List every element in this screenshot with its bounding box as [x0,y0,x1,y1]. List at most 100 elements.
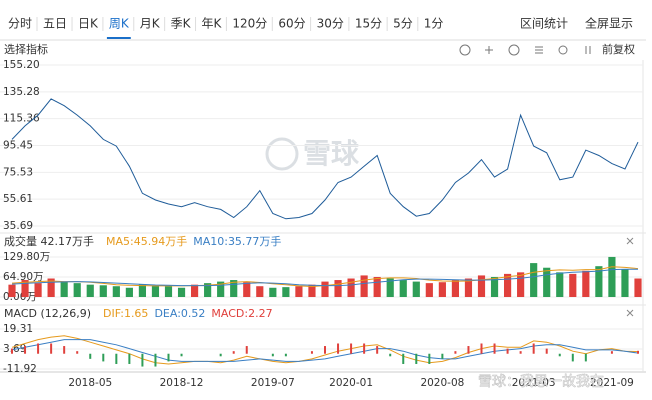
macd-bar [415,353,418,364]
period-tab[interactable]: 30分 [317,17,344,31]
volume-bar [73,283,81,297]
volume-bar [477,275,486,297]
period-tab[interactable]: 分时 [8,17,32,31]
macd-bar [324,346,326,354]
macd-bar [558,353,561,357]
macd-bar [532,343,535,354]
macd-bar [11,348,13,354]
volume-bar [569,273,577,297]
icon-settings[interactable] [558,45,568,55]
macd-bar [337,343,340,354]
volume-bar [177,287,186,297]
legend-entry: MACD:2.27 [211,307,272,320]
volume-bar [204,283,212,297]
macd-bar [454,351,457,354]
period-tab[interactable]: 年K [202,17,223,31]
volume-bar [243,282,251,297]
volume-bar [256,286,264,297]
y-tick-label: 135.28 [3,86,40,98]
y-tick-label: 64.90万 [3,271,44,283]
period-tab[interactable]: 60分 [278,17,305,31]
watermark: 雪球 [265,137,360,171]
volume-bar [308,284,316,297]
volume-ma-line [11,268,638,287]
period-tab[interactable]: 日K [78,17,99,31]
volume-bar [217,281,225,297]
volume-bar [151,285,160,297]
legend-entry: DEA:0.52 [154,307,205,320]
macd-bar [63,346,66,354]
tool-icons [459,44,591,56]
macd-bar [428,353,431,364]
volume-bar [8,284,16,297]
price-line [11,98,639,220]
macd-bar [519,351,522,354]
macd-bar [467,346,470,354]
volume-bar [21,280,29,297]
macd-bar [271,353,274,357]
macd-bar [76,351,79,354]
pane-title: 成交量 42.17万手 [4,234,94,248]
period-tab[interactable]: 15分 [355,17,382,31]
fullscreen[interactable]: 全屏显示 [585,16,633,31]
volume-bar [269,287,277,297]
pane-title: MACD (12,26,9) [4,307,91,320]
volume-bar [608,256,616,297]
y-tick-label: 95.45 [3,139,33,151]
legend-entry: MA10:35.77万手 [193,234,281,248]
macd-bar [480,343,483,354]
volume-bar [582,270,590,297]
icon-menu[interactable] [535,46,543,54]
macd-bar [245,346,248,354]
watermark-footer: 雪球：我思一故我在 [478,374,604,390]
period-tab[interactable]: 季K [171,17,192,31]
x-tick-label: 2019-07 [251,377,295,389]
volume-bar [282,287,290,297]
volume-bar [360,275,368,297]
period-tab[interactable]: 5分 [393,17,413,31]
volume-bar [112,286,120,297]
indicator-select[interactable]: 选择指标 [4,42,48,56]
y-tick-label: 75.53 [3,166,33,178]
volume-bar [595,266,603,297]
y-tick-label: 0.00万 [3,291,37,303]
range-stats[interactable]: 区间统计 [520,17,568,31]
period-tab[interactable]: 1分 [424,17,444,31]
volume-bar [47,278,55,297]
y-tick-label: 155.20 [3,59,40,71]
icon-zoom-in[interactable] [485,46,493,54]
y-tick-label: -11.92 [3,363,37,375]
macd-bar [363,343,366,354]
adjust-select[interactable]: 前复权 [602,42,635,56]
y-tick-label: 55.61 [3,193,33,205]
volume-bar [295,286,303,297]
icon-zoom-out[interactable] [508,44,520,56]
macd-bar [545,348,548,354]
icon-info[interactable] [459,44,471,56]
volume-bar [138,284,147,297]
icon-more[interactable] [585,46,591,54]
close-icons[interactable] [626,237,634,317]
volume-bar [451,280,460,297]
macd-bar [50,343,53,354]
period-tab[interactable]: 月K [140,17,161,31]
volume-bar [634,278,642,297]
macd-bar [493,343,496,354]
volume-bar [321,281,329,297]
legend-entry: DIF:1.65 [103,307,148,320]
volume-bar [60,281,68,297]
volume-bar [99,285,107,297]
period-tab[interactable]: 五日 [43,17,67,31]
volume-bar [490,276,499,297]
volume-bar [230,280,238,297]
macd-bar [167,353,170,362]
macd-bar [610,351,613,354]
macd-bar [441,353,444,359]
macd-bar [584,353,587,362]
period-tab[interactable]: 120分 [232,17,267,31]
period-tab[interactable]: 周K [109,17,130,31]
volume-bar [373,276,381,297]
volume-bar [464,278,473,297]
volume-bar [164,286,173,297]
